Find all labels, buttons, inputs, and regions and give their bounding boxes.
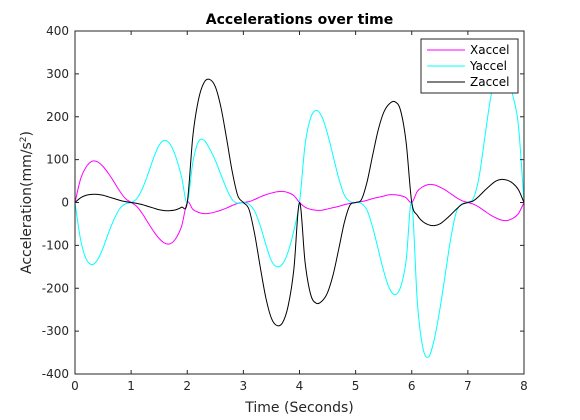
- y-tick-label: -100: [42, 238, 69, 252]
- x-tick-label: 4: [296, 379, 304, 393]
- y-tick-label: 0: [61, 196, 69, 210]
- x-tick-label: 1: [127, 379, 135, 393]
- y-tick-label: 200: [46, 110, 69, 124]
- x-tick-label: 6: [408, 379, 416, 393]
- y-tick-label: -400: [42, 367, 69, 381]
- y-tick-label: -300: [42, 324, 69, 338]
- legend: Xaccel Yaccel Zaccel: [420, 38, 519, 94]
- series-layer: [74, 64, 525, 358]
- y-axis-label-superscript: 2: [19, 136, 29, 142]
- y-tick-label: 100: [46, 153, 69, 167]
- x-tick-label: 7: [464, 379, 472, 393]
- legend-label-yaccel: Yaccel: [469, 59, 507, 73]
- ticks-layer: 0 1 2 3 4 5 6 7 8 -400 -300 -200 -100 0 100 200 300 400: [42, 24, 528, 393]
- series-line-yaccel: [74, 64, 525, 358]
- x-tick-label: 8: [520, 379, 528, 393]
- x-tick-label: 5: [352, 379, 360, 393]
- y-axis-label: Acceleration(mm/s2): [19, 131, 35, 274]
- legend-label-zaccel: Zaccel: [470, 75, 510, 89]
- y-tick-label: 300: [46, 67, 69, 81]
- legend-label-xaccel: Xaccel: [470, 43, 510, 57]
- y-axis-label-close: ): [19, 131, 35, 136]
- x-tick-label: 2: [183, 379, 191, 393]
- chart-title: Accelerations over time: [206, 12, 393, 28]
- x-tick-label: 0: [71, 379, 79, 393]
- y-axis-label-main: Acceleration(mm/s: [19, 142, 35, 274]
- x-axis-label: Time (Seconds): [244, 400, 353, 416]
- x-tick-label: 3: [240, 379, 248, 393]
- series-line-zaccel: [74, 78, 525, 327]
- y-tick-label: -200: [42, 281, 69, 295]
- y-tick-label: 400: [46, 24, 69, 38]
